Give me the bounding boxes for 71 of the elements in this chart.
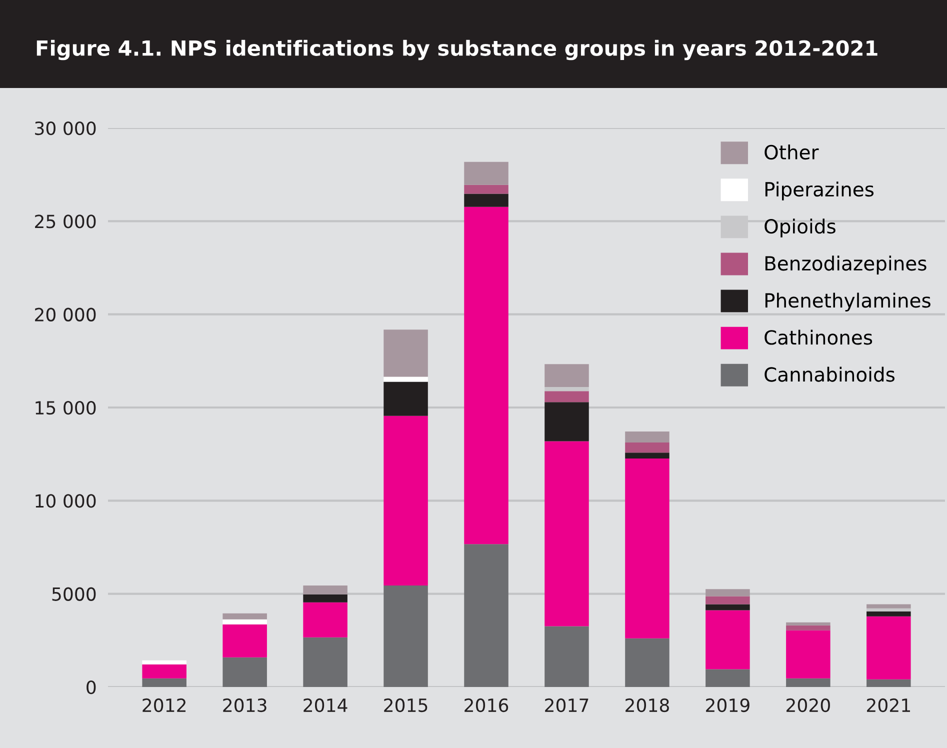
- x-tick-label: 2016: [464, 698, 508, 712]
- bar: [384, 416, 428, 586]
- legend-label: Other: [764, 144, 819, 160]
- x-tick-label: 2013: [223, 698, 266, 712]
- bar: [222, 657, 267, 687]
- bar: [544, 391, 589, 402]
- bar: [786, 630, 830, 678]
- legend-label: Phenethylamines: [765, 292, 930, 312]
- bar: [544, 387, 589, 392]
- bar: [384, 382, 428, 416]
- bar: [544, 402, 589, 442]
- x-tick-label: 2015: [384, 698, 428, 712]
- bar: [544, 441, 589, 626]
- y-tick-label: 5000: [52, 587, 96, 601]
- bar: [866, 604, 911, 608]
- bar: [706, 669, 750, 687]
- bar: [303, 594, 348, 602]
- bar: [786, 622, 830, 626]
- y-tick-label: 20 000: [35, 308, 96, 322]
- bar: [142, 678, 186, 687]
- x-tick-label: 2012: [142, 698, 186, 712]
- legend-label: Cannabinoids: [764, 366, 895, 382]
- x-tick-label: 2017: [545, 698, 588, 712]
- bar: [303, 602, 348, 638]
- bar: [464, 206, 508, 544]
- x-tick-label: 2019: [706, 698, 750, 712]
- bar: [706, 610, 750, 670]
- bar: [544, 626, 589, 687]
- chart-title: Figure 4.1. NPS identifications by substance groups in years 2012-2021: [36, 40, 878, 60]
- bar: [866, 611, 911, 616]
- x-tick-label: 2014: [304, 698, 348, 712]
- bar: [706, 589, 750, 596]
- bar: [786, 625, 830, 630]
- bar: [625, 638, 670, 687]
- y-tick-label: 0: [86, 680, 96, 694]
- bar: [544, 364, 589, 388]
- bar: [625, 432, 670, 443]
- bar: [464, 194, 508, 207]
- bar: [384, 376, 428, 382]
- bar: [706, 604, 750, 610]
- legend-label: Benzodiazepines: [765, 256, 926, 274]
- bar: [303, 637, 348, 687]
- bar: [303, 585, 348, 594]
- bar: [625, 442, 670, 453]
- bar: [464, 184, 508, 194]
- bar: [706, 596, 750, 604]
- bar: [866, 679, 911, 687]
- bar: [625, 458, 670, 638]
- y-tick-label: 25 000: [35, 214, 96, 228]
- bar: [142, 664, 186, 678]
- x-tick-label: 2021: [867, 698, 910, 712]
- bar: [464, 162, 508, 185]
- bar: [384, 585, 428, 687]
- bar: [384, 330, 428, 377]
- bar: [786, 678, 830, 687]
- legend-label: Cathinones: [764, 330, 872, 345]
- bar: [464, 544, 508, 687]
- bar: [142, 660, 186, 664]
- bar: [222, 624, 267, 658]
- bar: [866, 616, 911, 680]
- x-tick-label: 2018: [626, 698, 669, 712]
- bar: [625, 452, 670, 459]
- x-tick-label: 2020: [786, 698, 830, 712]
- y-tick-label: 10 000: [36, 494, 96, 508]
- bar: [222, 619, 267, 624]
- legend-label: Opioids: [764, 218, 836, 238]
- bar: [866, 608, 911, 612]
- y-tick-label: 15 000: [36, 400, 96, 415]
- legend-label: Piperazines: [765, 182, 874, 200]
- y-tick-label: 30 000: [35, 121, 96, 136]
- bar: [222, 613, 267, 620]
